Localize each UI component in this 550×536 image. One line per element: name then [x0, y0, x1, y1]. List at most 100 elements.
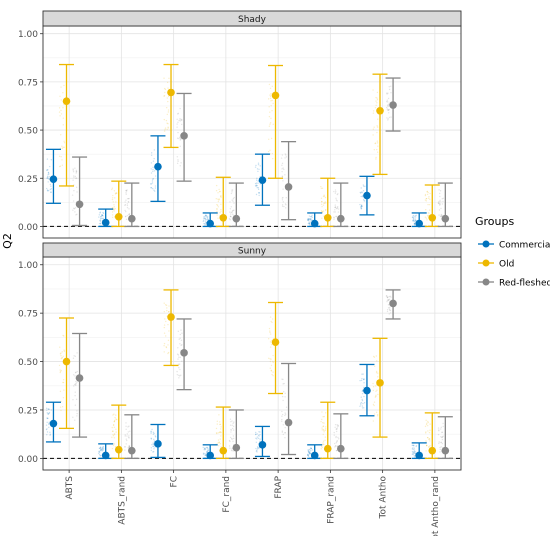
- jitter-point: [361, 191, 363, 194]
- jitter-point: [281, 204, 284, 206]
- jitter-point: [424, 194, 427, 197]
- jitter-point: [115, 428, 117, 430]
- mean-point: [376, 107, 384, 115]
- jitter-point: [180, 162, 182, 164]
- jitter-point: [284, 392, 286, 395]
- jitter-point: [206, 450, 208, 453]
- jitter-point: [47, 172, 50, 174]
- jitter-point: [181, 344, 183, 346]
- jitter-point: [113, 443, 116, 445]
- jitter-point: [441, 436, 443, 439]
- jitter-point: [256, 187, 258, 189]
- jitter-point: [336, 206, 339, 209]
- jitter-point: [111, 216, 114, 219]
- mean-point: [206, 219, 214, 228]
- jitter-point: [125, 428, 127, 430]
- jitter-point: [230, 192, 233, 195]
- jitter-point: [167, 126, 169, 128]
- jitter-point: [165, 106, 168, 109]
- jitter-point: [361, 194, 364, 197]
- jitter-point: [127, 201, 130, 203]
- jitter-point: [128, 444, 130, 447]
- jitter-point: [164, 88, 167, 91]
- jitter-point: [60, 355, 62, 357]
- jitter-point: [257, 170, 259, 173]
- jitter-point: [168, 330, 170, 332]
- jitter-point: [335, 215, 337, 218]
- jitter-point: [205, 221, 207, 224]
- jitter-point: [259, 183, 261, 185]
- jitter-point: [387, 109, 389, 112]
- jitter-point: [113, 208, 116, 210]
- jitter-point: [99, 447, 101, 449]
- jitter-point: [256, 436, 259, 438]
- jitter-point: [61, 145, 63, 147]
- jitter-point: [377, 145, 379, 147]
- jitter-point: [228, 218, 231, 220]
- jitter-point: [59, 115, 61, 117]
- jitter-point: [166, 97, 168, 99]
- jitter-point: [62, 92, 64, 94]
- jitter-point: [61, 357, 63, 359]
- jitter-point: [179, 368, 181, 371]
- jitter-point: [441, 436, 443, 439]
- jitter-point: [428, 438, 430, 441]
- jitter-point: [321, 205, 323, 208]
- jitter-point: [360, 396, 362, 398]
- jitter-point: [360, 206, 362, 209]
- jitter-point: [438, 201, 440, 203]
- jitter-point: [284, 412, 286, 414]
- jitter-point: [270, 117, 272, 120]
- jitter-point: [150, 183, 152, 185]
- jitter-point: [307, 454, 309, 456]
- jitter-point: [59, 406, 62, 408]
- jitter-point: [114, 207, 116, 210]
- jitter-point: [307, 450, 310, 452]
- jitter-point: [124, 209, 126, 212]
- jitter-point: [231, 211, 233, 213]
- jitter-point: [59, 369, 61, 371]
- jitter-point: [322, 421, 324, 424]
- jitter-point: [126, 203, 129, 205]
- jitter-point: [152, 433, 155, 435]
- jitter-point: [75, 172, 77, 174]
- jitter-point: [181, 332, 183, 334]
- mean-point: [232, 214, 241, 223]
- jitter-point: [203, 448, 206, 450]
- jitter-point: [307, 219, 309, 221]
- jitter-point: [154, 435, 157, 437]
- jitter-point: [268, 357, 270, 360]
- jitter-point: [163, 87, 166, 90]
- jitter-point: [177, 354, 180, 356]
- jitter-point: [112, 444, 115, 447]
- jitter-point: [152, 178, 154, 180]
- jitter-point: [206, 217, 209, 220]
- jitter-point: [336, 207, 339, 210]
- jitter-point: [372, 355, 375, 358]
- jitter-point: [205, 214, 207, 217]
- jitter-point: [363, 382, 365, 384]
- jitter-point: [72, 169, 75, 171]
- jitter-point: [272, 361, 274, 364]
- jitter-point: [255, 441, 258, 443]
- jitter-point: [165, 346, 168, 349]
- jitter-point: [102, 446, 105, 448]
- jitter-point: [256, 438, 258, 440]
- jitter-point: [439, 215, 442, 218]
- jitter-point: [270, 364, 273, 367]
- jitter-point: [219, 431, 221, 434]
- jitter-point: [233, 202, 235, 204]
- jitter-point: [179, 337, 181, 339]
- jitter-point: [178, 367, 180, 369]
- jitter-point: [411, 220, 414, 222]
- jitter-point: [321, 418, 323, 421]
- jitter-point: [282, 433, 285, 436]
- jitter-point: [333, 217, 335, 219]
- jitter-point: [259, 438, 261, 440]
- mean-point: [219, 213, 228, 222]
- jitter-point: [127, 201, 130, 203]
- jitter-point: [112, 424, 115, 426]
- jitter-point: [102, 449, 104, 451]
- jitter-point: [363, 386, 365, 389]
- jitter-point: [361, 405, 364, 407]
